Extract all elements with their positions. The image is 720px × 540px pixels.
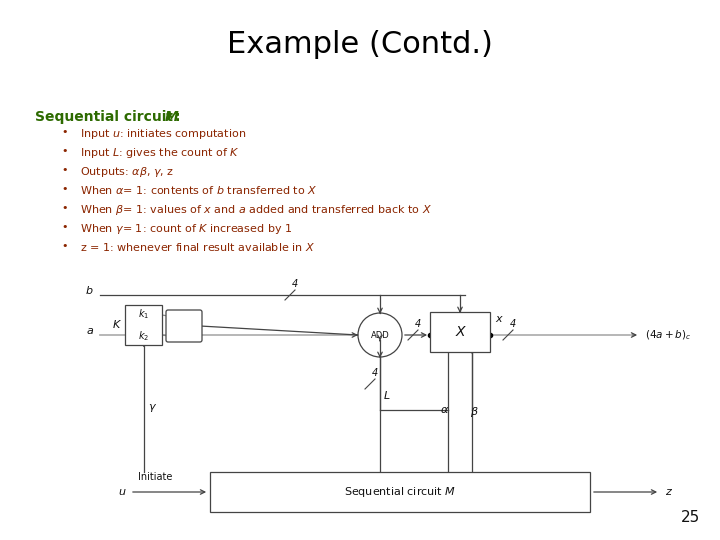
Text: When $\alpha$= 1: contents of $b$ transferred to $X$: When $\alpha$= 1: contents of $b$ transf…	[80, 184, 318, 196]
Text: :: :	[175, 110, 181, 124]
FancyBboxPatch shape	[166, 310, 202, 342]
Text: Input $u$: initiates computation: Input $u$: initiates computation	[80, 127, 246, 141]
Text: •: •	[62, 241, 68, 251]
Bar	[125, 305, 162, 345]
Text: 4: 4	[195, 319, 202, 329]
Text: z = 1: whenever final result available in $X$: z = 1: whenever final result available i…	[80, 241, 315, 253]
Text: Sequential circuit $M$: Sequential circuit $M$	[344, 485, 456, 499]
Bar	[430, 312, 490, 352]
Text: $(4a + b)_c$: $(4a + b)_c$	[645, 328, 691, 342]
Text: •: •	[62, 222, 68, 232]
Text: 4: 4	[292, 279, 298, 289]
Text: $\gamma$: $\gamma$	[148, 402, 156, 415]
Text: Outputs: $\alpha$$\beta$, $\gamma$, z: Outputs: $\alpha$$\beta$, $\gamma$, z	[80, 165, 174, 179]
Text: When $\beta$= 1: values of $x$ and $a$ added and transferred back to $X$: When $\beta$= 1: values of $x$ and $a$ a…	[80, 203, 432, 217]
Text: $\alpha$: $\alpha$	[441, 405, 449, 415]
Text: •: •	[62, 184, 68, 194]
Text: $\beta$: $\beta$	[469, 405, 478, 419]
Text: When $\gamma$= 1: count of $K$ increased by 1: When $\gamma$= 1: count of $K$ increased…	[80, 222, 292, 236]
Text: •: •	[62, 146, 68, 156]
Text: u: u	[118, 487, 125, 497]
Text: Initiate: Initiate	[138, 472, 172, 482]
Text: X: X	[455, 325, 464, 339]
Text: K: K	[113, 320, 120, 330]
Text: L: L	[384, 391, 390, 401]
Text: Example (Contd.): Example (Contd.)	[227, 30, 493, 59]
Text: Input $L$: gives the count of $K$: Input $L$: gives the count of $K$	[80, 146, 240, 160]
Text: x: x	[495, 314, 502, 324]
Text: •: •	[62, 127, 68, 137]
Text: 4: 4	[372, 368, 378, 378]
Text: •: •	[62, 165, 68, 175]
Text: 4: 4	[510, 319, 516, 329]
Text: 25: 25	[680, 510, 700, 525]
Text: 4: 4	[415, 319, 421, 329]
Bar	[210, 472, 590, 512]
Text: $k_2$: $k_2$	[138, 329, 149, 343]
Text: a: a	[86, 326, 93, 336]
Text: •: •	[62, 203, 68, 213]
Text: M: M	[165, 110, 179, 124]
Text: b: b	[86, 286, 93, 296]
Text: ADD: ADD	[371, 330, 390, 340]
Text: z: z	[665, 487, 671, 497]
Text: Sequential circuit: Sequential circuit	[35, 110, 178, 124]
Text: $k_1$: $k_1$	[138, 307, 149, 321]
